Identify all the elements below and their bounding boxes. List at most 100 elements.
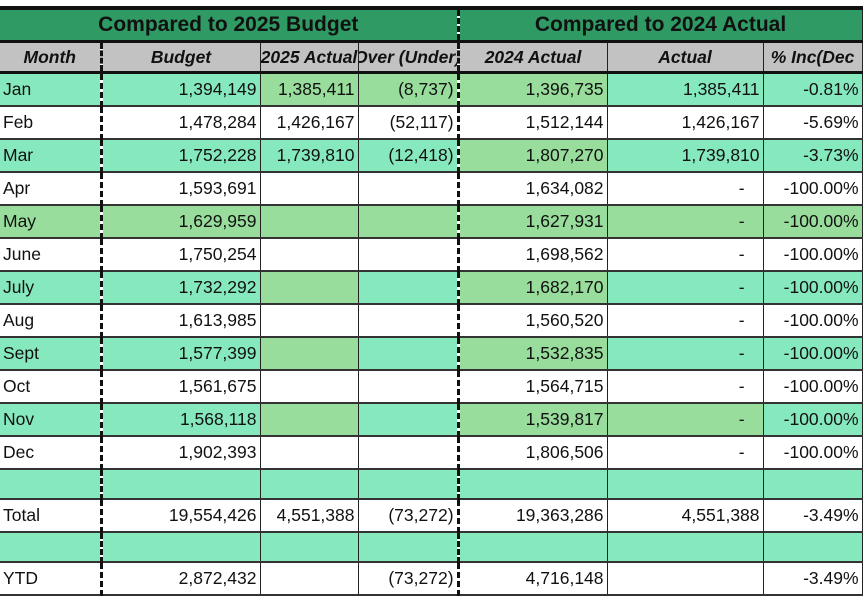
cell-2024-actual[interactable]: 1,807,270	[458, 139, 608, 173]
cell-2025-actual[interactable]	[260, 271, 359, 305]
cell-2024-actual[interactable]: 1,698,562	[458, 238, 608, 272]
cell-budget[interactable]: 1,752,228	[101, 139, 261, 173]
cell-2025-actual[interactable]	[260, 469, 359, 500]
cell-2024-actual[interactable]: 19,363,286	[458, 499, 608, 533]
cell-actual[interactable]: -	[607, 172, 764, 206]
cell-month[interactable]: Sept	[0, 337, 103, 371]
cell-2025-actual[interactable]	[260, 172, 359, 206]
cell-2024-actual[interactable]: 1,539,817	[458, 403, 608, 437]
title-compared-2025-budget[interactable]: Compared to 2025 Budget	[0, 6, 460, 43]
cell-month[interactable]: June	[0, 238, 103, 272]
cell-actual[interactable]: -	[607, 205, 764, 239]
cell-budget[interactable]: 1,902,393	[101, 436, 261, 470]
cell-month[interactable]: Nov	[0, 403, 103, 437]
cell-actual[interactable]: -	[607, 337, 764, 371]
header-over-under[interactable]: Over (Under)	[358, 41, 460, 74]
cell-budget[interactable]: 19,554,426	[101, 499, 261, 533]
cell-pct-inc-dec[interactable]: -100.00%	[763, 370, 863, 404]
cell-2024-actual[interactable]: 1,560,520	[458, 304, 608, 338]
cell-pct-inc-dec[interactable]: -100.00%	[763, 205, 863, 239]
cell-2025-actual[interactable]: 4,551,388	[260, 499, 359, 533]
cell-month[interactable]: Dec	[0, 436, 103, 470]
cell-pct-inc-dec[interactable]	[763, 532, 863, 563]
header-month[interactable]: Month	[0, 41, 103, 74]
header-actual[interactable]: Actual	[607, 41, 764, 74]
cell-month[interactable]: Mar	[0, 139, 103, 173]
cell-month[interactable]: Jan	[0, 72, 103, 107]
cell-actual[interactable]: -	[607, 304, 764, 338]
cell-over-under[interactable]	[358, 271, 460, 305]
cell-budget[interactable]: 1,394,149	[101, 72, 261, 107]
cell-over-under[interactable]: (8,737)	[358, 72, 460, 107]
cell-2024-actual[interactable]: 1,682,170	[458, 271, 608, 305]
cell-actual[interactable]: 1,426,167	[607, 106, 764, 140]
cell-budget[interactable]: 1,593,691	[101, 172, 261, 206]
cell-budget[interactable]: 1,568,118	[101, 403, 261, 437]
cell-over-under[interactable]	[358, 532, 460, 563]
cell-pct-inc-dec[interactable]: -100.00%	[763, 403, 863, 437]
cell-over-under[interactable]: (12,418)	[358, 139, 460, 173]
cell-pct-inc-dec[interactable]: -100.00%	[763, 304, 863, 338]
header-2024-actual[interactable]: 2024 Actual	[458, 41, 608, 74]
cell-over-under[interactable]: (73,272)	[358, 499, 460, 533]
cell-month[interactable]: July	[0, 271, 103, 305]
cell-month[interactable]	[0, 469, 103, 500]
cell-2025-actual[interactable]	[260, 304, 359, 338]
cell-actual[interactable]: -	[607, 436, 764, 470]
cell-budget[interactable]: 1,561,675	[101, 370, 261, 404]
cell-2025-actual[interactable]	[260, 238, 359, 272]
cell-2025-actual[interactable]: 1,385,411	[260, 72, 359, 107]
cell-2024-actual[interactable]: 1,512,144	[458, 106, 608, 140]
cell-2025-actual[interactable]: 1,739,810	[260, 139, 359, 173]
cell-actual[interactable]: -	[607, 403, 764, 437]
cell-pct-inc-dec[interactable]: -100.00%	[763, 436, 863, 470]
cell-actual[interactable]: -	[607, 271, 764, 305]
cell-actual[interactable]: 1,739,810	[607, 139, 764, 173]
cell-2025-actual[interactable]	[260, 205, 359, 239]
cell-month[interactable]: Total	[0, 499, 103, 533]
cell-2024-actual[interactable]: 1,396,735	[458, 72, 608, 107]
cell-over-under[interactable]	[358, 469, 460, 500]
cell-budget[interactable]: 1,478,284	[101, 106, 261, 140]
header-budget[interactable]: Budget	[101, 41, 261, 74]
cell-over-under[interactable]	[358, 403, 460, 437]
cell-pct-inc-dec[interactable]: -100.00%	[763, 172, 863, 206]
cell-pct-inc-dec[interactable]: -100.00%	[763, 238, 863, 272]
cell-budget[interactable]: 1,732,292	[101, 271, 261, 305]
cell-actual[interactable]: -	[607, 238, 764, 272]
cell-actual[interactable]: 1,385,411	[607, 72, 764, 107]
cell-2025-actual[interactable]	[260, 370, 359, 404]
cell-budget[interactable]: 1,629,959	[101, 205, 261, 239]
cell-pct-inc-dec[interactable]: -3.49%	[763, 499, 863, 533]
cell-pct-inc-dec[interactable]: -100.00%	[763, 337, 863, 371]
cell-2024-actual[interactable]: 1,627,931	[458, 205, 608, 239]
cell-actual[interactable]	[607, 469, 764, 500]
cell-month[interactable]: Aug	[0, 304, 103, 338]
cell-month[interactable]: Feb	[0, 106, 103, 140]
cell-2024-actual[interactable]: 1,806,506	[458, 436, 608, 470]
cell-2024-actual[interactable]: 1,564,715	[458, 370, 608, 404]
cell-actual[interactable]: -	[607, 370, 764, 404]
cell-over-under[interactable]: (52,117)	[358, 106, 460, 140]
cell-budget[interactable]: 1,613,985	[101, 304, 261, 338]
cell-month[interactable]: Oct	[0, 370, 103, 404]
cell-2024-actual[interactable]	[458, 532, 608, 563]
cell-budget[interactable]	[101, 469, 261, 500]
cell-2025-actual[interactable]	[260, 436, 359, 470]
header-pct-inc-dec[interactable]: % Inc(Dec	[763, 41, 863, 74]
cell-month[interactable]: May	[0, 205, 103, 239]
cell-2025-actual[interactable]	[260, 337, 359, 371]
cell-2025-actual[interactable]	[260, 532, 359, 563]
cell-over-under[interactable]	[358, 304, 460, 338]
cell-over-under[interactable]	[358, 436, 460, 470]
cell-over-under[interactable]	[358, 205, 460, 239]
cell-actual[interactable]: 4,551,388	[607, 499, 764, 533]
cell-budget[interactable]	[101, 532, 261, 563]
header-2025-actual[interactable]: 2025 Actual	[260, 41, 359, 74]
cell-pct-inc-dec[interactable]: -5.69%	[763, 106, 863, 140]
cell-over-under[interactable]	[358, 238, 460, 272]
title-compared-2024-actual[interactable]: Compared to 2024 Actual	[458, 6, 863, 43]
cell-pct-inc-dec[interactable]: -100.00%	[763, 271, 863, 305]
cell-over-under[interactable]	[358, 370, 460, 404]
cell-pct-inc-dec[interactable]: -0.81%	[763, 72, 863, 107]
